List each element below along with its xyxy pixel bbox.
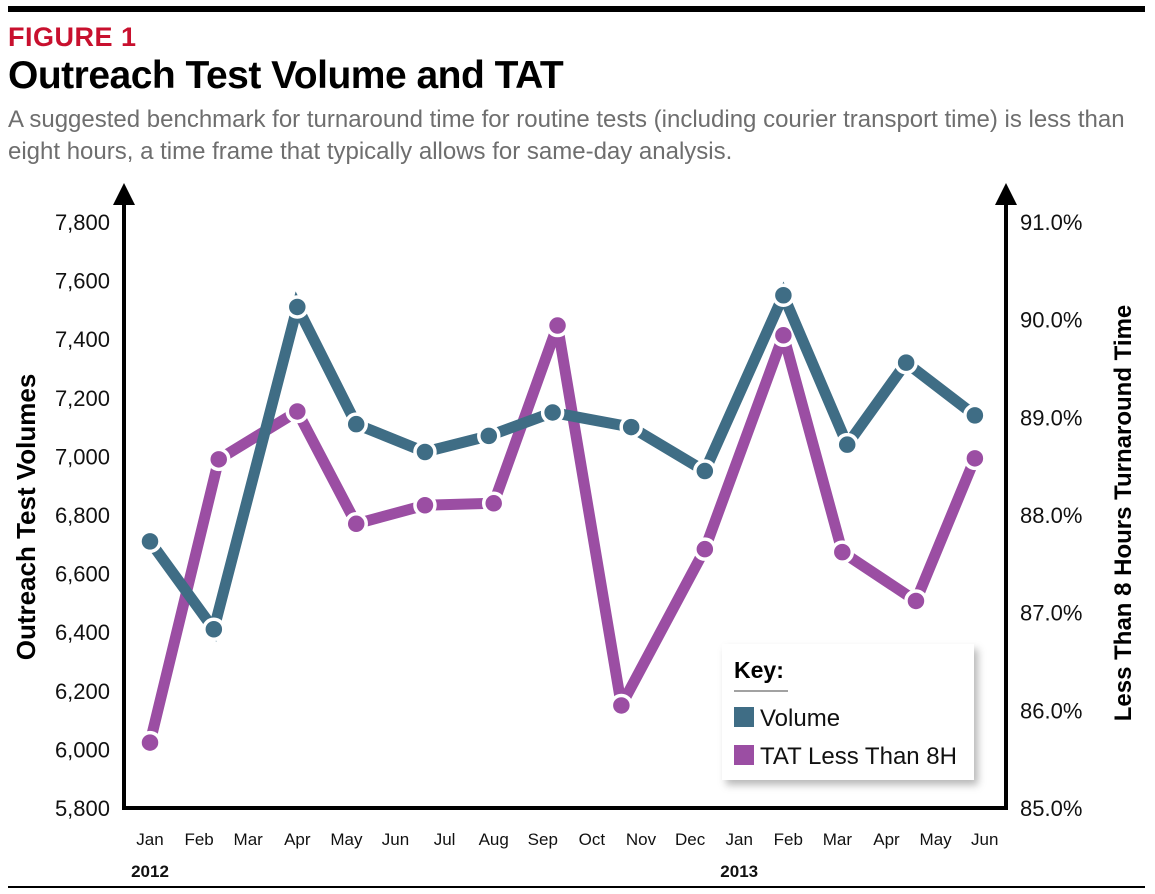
tat-data-point <box>545 313 570 338</box>
right-tick-label: 88.0% <box>1020 503 1082 528</box>
left-axis-title: Outreach Test Volumes <box>11 374 41 661</box>
legend: Key: Volume TAT Less Than 8H <box>722 644 974 780</box>
right-tick-label: 85.0% <box>1020 796 1082 821</box>
legend-title: Key: <box>734 657 784 683</box>
left-tick-label: 6,400 <box>55 620 110 645</box>
tat-data-point <box>413 493 437 517</box>
x-tick-label: Jan <box>136 830 163 849</box>
legend-box <box>722 644 974 780</box>
tat-data-point <box>138 730 162 755</box>
right-tick-label: 87.0% <box>1020 601 1082 626</box>
x-tick-label: May <box>330 830 363 849</box>
x-tick-label: Jun <box>382 830 409 849</box>
year-label: 2012 <box>131 862 169 881</box>
chart-title: Outreach Test Volume and TAT <box>8 54 564 97</box>
volume-data-point <box>771 283 796 307</box>
tat-data-point <box>830 540 855 564</box>
volume-data-point <box>202 617 226 642</box>
left-tick-label: 6,200 <box>55 679 110 704</box>
x-tick-label: Dec <box>675 830 706 849</box>
volume-data-point <box>963 403 987 428</box>
right-tick-label: 91.0% <box>1020 210 1082 235</box>
chart-subtitle: A suggested benchmark for turnaround tim… <box>8 106 1125 165</box>
x-tick-label: Feb <box>774 830 803 849</box>
tat-data-point <box>963 446 987 471</box>
top-rule <box>8 6 1145 12</box>
left-axis-arrow-icon <box>113 183 135 205</box>
volume-data-point <box>835 432 859 457</box>
x-tick-label: Mar <box>823 830 853 849</box>
x-tick-label: Oct <box>579 830 606 849</box>
x-tick-label: Nov <box>626 830 657 849</box>
left-tick-label: 7,000 <box>55 444 110 469</box>
x-tick-label: Mar <box>234 830 264 849</box>
x-tick-label: Jul <box>434 830 456 849</box>
volume-data-point <box>693 459 717 483</box>
left-tick-label: 7,600 <box>55 269 110 294</box>
right-tick-label: 86.0% <box>1020 698 1082 723</box>
legend-swatch-volume <box>734 707 754 727</box>
volume-data-point <box>477 424 501 448</box>
tat-data-point <box>206 447 231 472</box>
volume-data-point <box>894 350 918 375</box>
right-axis-arrow-icon <box>995 183 1017 205</box>
tat-data-point <box>904 589 928 613</box>
bottom-rule <box>8 886 1145 888</box>
x-tick-label: Apr <box>284 830 311 849</box>
volume-data-point <box>413 440 437 464</box>
figure-label: FIGURE 1 <box>8 22 137 52</box>
x-tick-label: Sep <box>528 830 558 849</box>
volume-data-point <box>138 529 162 554</box>
tat-data-point <box>771 323 796 348</box>
x-tick-label: May <box>920 830 953 849</box>
legend-label-volume: Volume <box>760 705 840 732</box>
volume-data-point <box>285 295 310 319</box>
tat-data-point <box>693 537 717 561</box>
x-tick-label: Jan <box>725 830 752 849</box>
x-tick-label: Apr <box>873 830 900 849</box>
tat-data-point <box>344 512 368 536</box>
x-tick-label: Feb <box>184 830 213 849</box>
right-tick-label: 89.0% <box>1020 405 1082 430</box>
left-tick-label: 6,800 <box>55 503 110 528</box>
tat-data-point <box>481 491 506 516</box>
left-tick-label: 7,200 <box>55 386 110 411</box>
x-tick-label: Aug <box>479 830 509 849</box>
legend-label-tat: TAT Less Than 8H <box>760 743 957 770</box>
volume-data-point <box>619 415 643 439</box>
left-tick-label: 6,600 <box>55 562 110 587</box>
volume-data-point <box>540 400 565 425</box>
right-axis-title: Less Than 8 Hours Turnaround Time <box>1110 305 1137 722</box>
tat-data-point <box>609 693 634 718</box>
right-tick-label: 90.0% <box>1020 308 1082 333</box>
left-tick-label: 5,800 <box>55 796 110 821</box>
left-tick-label: 7,800 <box>55 210 110 235</box>
volume-data-point <box>344 412 368 436</box>
x-tick-label: Jun <box>971 830 998 849</box>
legend-swatch-tat <box>734 745 754 765</box>
left-tick-label: 7,400 <box>55 327 110 352</box>
year-label: 2013 <box>720 862 758 881</box>
tat-data-point <box>285 399 310 424</box>
left-tick-label: 6,000 <box>55 737 110 762</box>
